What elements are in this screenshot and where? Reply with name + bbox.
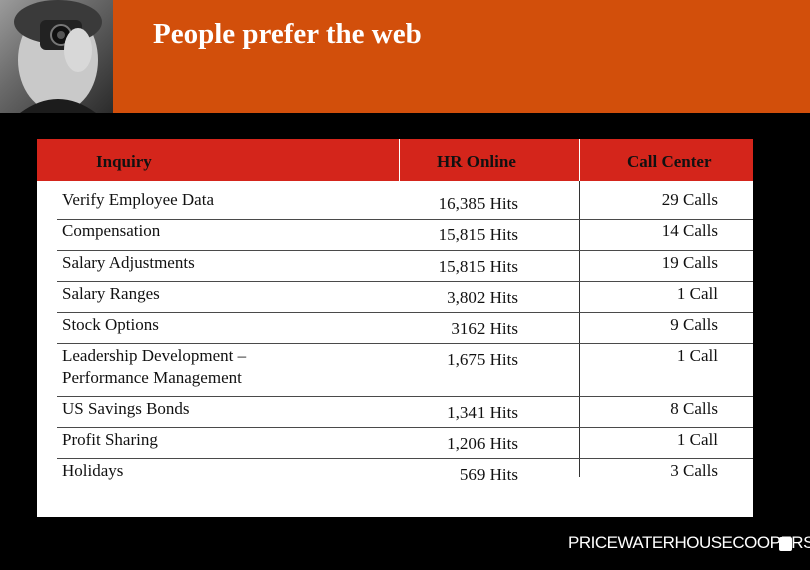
- company-logo: PRICEWATERHOUSECOOPERS: [568, 533, 810, 552]
- row-separator: [57, 396, 753, 397]
- inquiry-cell: Salary Adjustments: [62, 253, 195, 272]
- hr-online-cell: 569 Hits: [459, 465, 518, 484]
- hr-online-cell: 3,802 Hits: [447, 288, 518, 307]
- inquiry-cell: Stock Options: [62, 315, 159, 334]
- inquiry-cell: Compensation: [62, 221, 161, 240]
- row-separator: [57, 281, 753, 282]
- call-center-cell: 19 Calls: [661, 253, 718, 272]
- call-center-cell: 8 Calls: [670, 399, 718, 418]
- hr-online-cell: 16,385 Hits: [438, 194, 518, 213]
- logo-mark-icon: [779, 537, 792, 551]
- header-inquiry: Inquiry: [96, 152, 152, 171]
- presenter-photo: [0, 0, 113, 113]
- call-center-cell: 14 Calls: [661, 221, 718, 240]
- row-separator: [57, 458, 753, 459]
- table-header-row: Inquiry HR Online Call Center: [37, 139, 753, 181]
- hr-online-cell: 15,815 Hits: [438, 257, 518, 276]
- row-separator: [57, 427, 753, 428]
- title-banner: [113, 0, 810, 113]
- inquiry-cell: Profit Sharing: [62, 430, 158, 449]
- row-separator: [57, 219, 753, 220]
- inquiry-cell: Leadership Development –: [62, 346, 247, 365]
- comparison-table: Inquiry HR Online Call Center Verify Emp…: [37, 139, 753, 517]
- row-separator: [57, 312, 753, 313]
- row-separator: [57, 343, 753, 344]
- call-center-cell: 29 Calls: [661, 190, 718, 209]
- inquiry-cell: US Savings Bonds: [62, 399, 190, 418]
- hr-online-cell: 1,675 Hits: [447, 350, 518, 369]
- header-hr-online: HR Online: [437, 152, 516, 171]
- header-divider: [579, 139, 580, 181]
- call-center-cell: 9 Calls: [670, 315, 718, 334]
- hr-online-cell: 3162 Hits: [451, 319, 518, 338]
- slide-title: People prefer the web: [153, 18, 422, 50]
- hr-online-cell: 1,341 Hits: [447, 403, 518, 422]
- call-center-cell: 3 Calls: [670, 461, 718, 480]
- header-divider: [399, 139, 400, 181]
- inquiry-cell: Salary Ranges: [62, 284, 160, 303]
- inquiry-cell-line2: Performance Management: [62, 368, 242, 387]
- row-separator: [57, 250, 753, 251]
- call-center-cell: 1 Call: [676, 284, 718, 303]
- inquiry-cell: Holidays: [62, 461, 124, 480]
- header-call-center: Call Center: [627, 152, 712, 171]
- hr-online-cell: 15,815 Hits: [438, 225, 518, 244]
- person-with-camera-image: [14, 0, 102, 113]
- column-divider: [579, 181, 580, 477]
- call-center-cell: 1 Call: [676, 430, 718, 449]
- call-center-cell: 1 Call: [676, 346, 718, 365]
- inquiry-cell: Verify Employee Data: [62, 190, 214, 209]
- hr-online-cell: 1,206 Hits: [447, 434, 518, 453]
